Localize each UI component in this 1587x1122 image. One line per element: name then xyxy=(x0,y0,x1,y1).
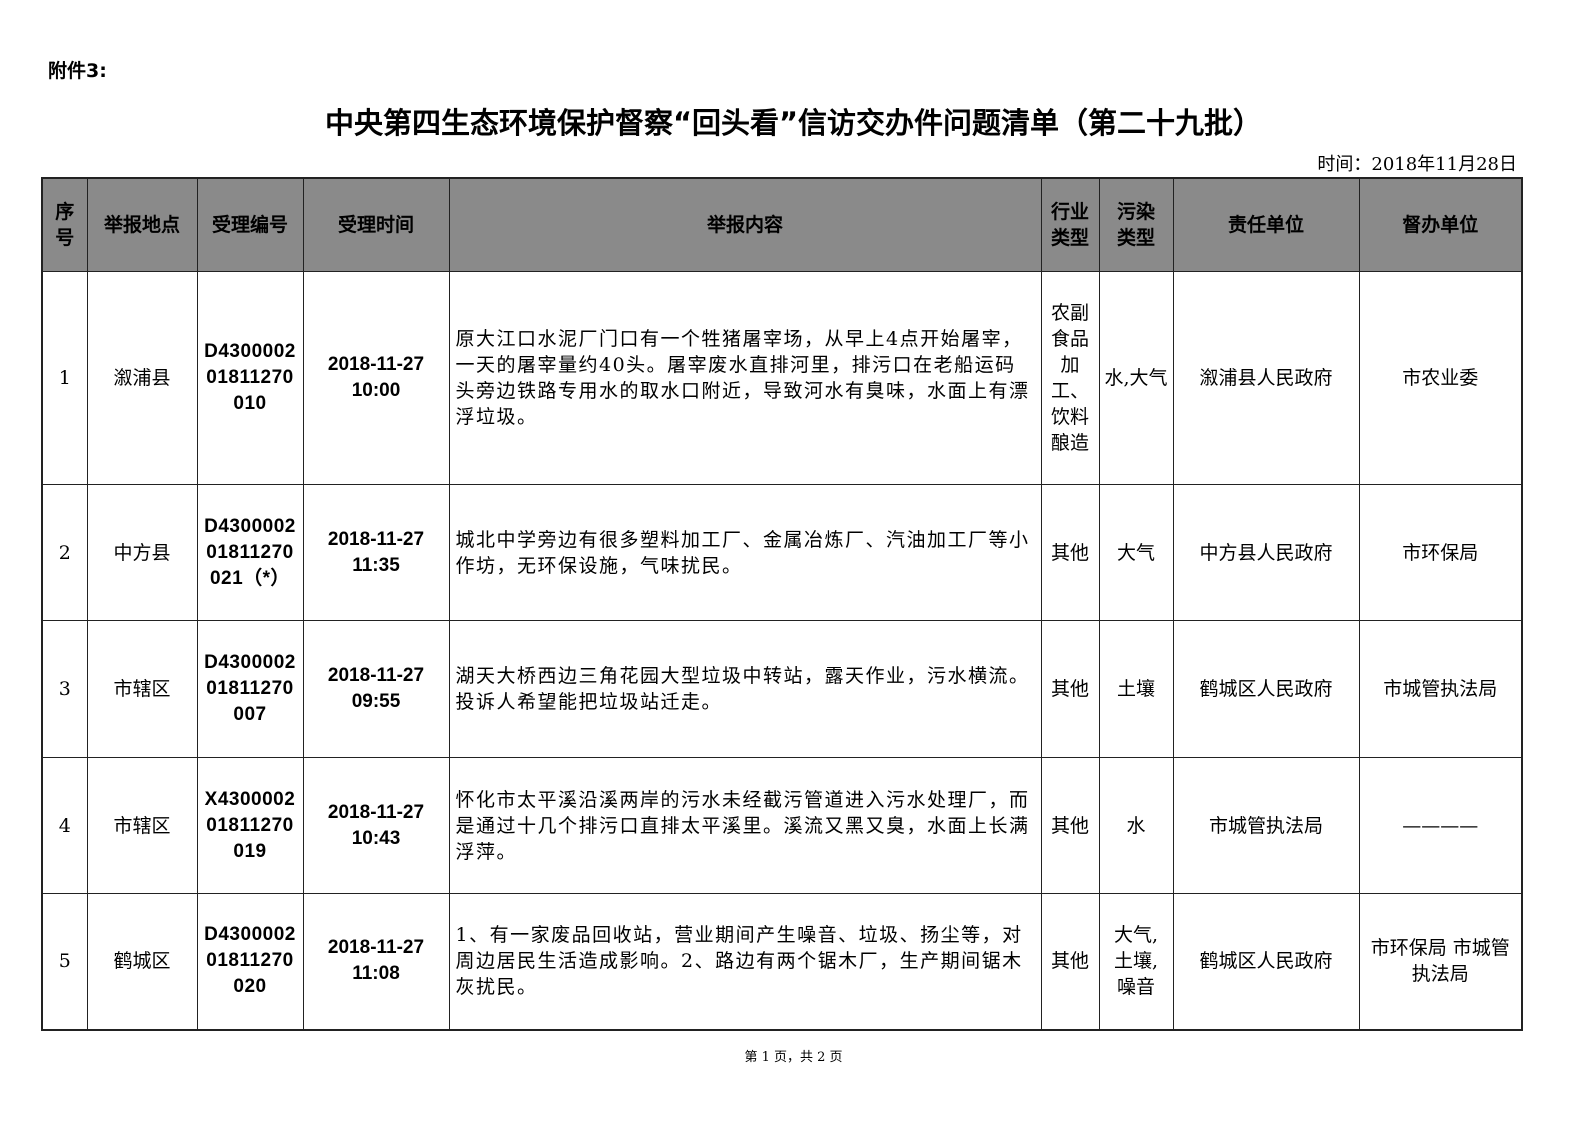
table-header-row: 序号 举报地点 受理编号 受理时间 举报内容 行业类型 污染类型 责任单位 督办… xyxy=(41,177,1523,272)
receive-time: 2018-11-27 09:55 xyxy=(302,620,450,758)
header-location: 举报地点 xyxy=(86,177,198,272)
case-id: D430000201811270021（*） xyxy=(196,484,304,621)
case-id: D430000201811270007 xyxy=(196,620,304,758)
case-id: X430000201811270019 xyxy=(196,757,304,894)
industry-type: 农副食品加工、饮料酿造 xyxy=(1040,271,1100,485)
header-no: 序号 xyxy=(41,177,88,272)
report-location: 市辖区 xyxy=(86,620,198,758)
header-time: 受理时间 xyxy=(302,177,450,272)
pollution-type: 大气 xyxy=(1098,484,1174,621)
pollution-type: 土壤 xyxy=(1098,620,1174,758)
row-number: 4 xyxy=(41,757,88,894)
case-id: D430000201811270010 xyxy=(196,271,304,485)
industry-type: 其他 xyxy=(1040,757,1100,894)
table-row: 5 鹤城区 D430000201811270020 2018-11-27 11:08 1… xyxy=(41,893,1523,1030)
receive-time: 2018-11-27 10:00 xyxy=(302,271,450,485)
pollution-type: 水 xyxy=(1098,757,1174,894)
table-row: 3 市辖区 D430000201811270007 2018-11-27 09:55 湖… xyxy=(41,620,1523,758)
responsible-unit: 中方县人民政府 xyxy=(1172,484,1360,621)
issues-table: 序号 举报地点 受理编号 受理时间 举报内容 行业类型 污染类型 责任单位 督办… xyxy=(41,177,1523,1031)
table-row: 4 市辖区 X430000201811270019 2018-11-27 10:43 怀… xyxy=(41,757,1523,894)
report-content: 原大江口水泥厂门口有一个牲猪屠宰场，从早上4点开始屠宰，一天的屠宰量约40头。屠… xyxy=(448,271,1042,485)
report-location: 鹤城区 xyxy=(86,893,198,1030)
header-pollution: 污染类型 xyxy=(1098,177,1174,272)
row-number: 3 xyxy=(41,620,88,758)
industry-type: 其他 xyxy=(1040,893,1100,1030)
pollution-type: 大气,土壤,噪音 xyxy=(1098,893,1174,1030)
receive-time: 2018-11-27 11:08 xyxy=(302,893,450,1030)
report-location: 溆浦县 xyxy=(86,271,198,485)
attachment-label: 附件3: xyxy=(48,60,107,82)
responsible-unit: 市城管执法局 xyxy=(1172,757,1360,894)
responsible-unit: 溆浦县人民政府 xyxy=(1172,271,1360,485)
header-content: 举报内容 xyxy=(448,177,1042,272)
document-date: 时间：2018年11月28日 xyxy=(1317,154,1517,175)
page-title: 中央第四生态环境保护督察“回头看”信访交办件问题清单（第二十九批） xyxy=(324,106,1263,140)
supervising-unit: 市环保局 市城管执法局 xyxy=(1358,893,1523,1030)
row-number: 5 xyxy=(41,893,88,1030)
supervising-unit: 市环保局 xyxy=(1358,484,1523,621)
pollution-type: 水,大气 xyxy=(1098,271,1174,485)
case-id: D430000201811270020 xyxy=(196,893,304,1030)
responsible-unit: 鹤城区人民政府 xyxy=(1172,620,1360,758)
report-content: 湖天大桥西边三角花园大型垃圾中转站，露天作业，污水横流。投诉人希望能把垃圾站迁走… xyxy=(448,620,1042,758)
report-content: 城北中学旁边有很多塑料加工厂、金属冶炼厂、汽油加工厂等小作坊，无环保设施，气味扰… xyxy=(448,484,1042,621)
header-supervisor: 督办单位 xyxy=(1358,177,1523,272)
receive-time: 2018-11-27 10:43 xyxy=(302,757,450,894)
table-row: 2 中方县 D430000201811270021（*） 2018-11-27 11:… xyxy=(41,484,1523,621)
industry-type: 其他 xyxy=(1040,620,1100,758)
receive-time: 2018-11-27 11:35 xyxy=(302,484,450,621)
table-row: 1 溆浦县 D430000201811270010 2018-11-27 10:00 原… xyxy=(41,271,1523,485)
report-location: 中方县 xyxy=(86,484,198,621)
supervising-unit: ———— xyxy=(1358,757,1523,894)
report-content: 1、有一家废品回收站，营业期间产生噪音、垃圾、扬尘等，对周边居民生活造成影响。2… xyxy=(448,893,1042,1030)
row-number: 1 xyxy=(41,271,88,485)
page-footer: 第 1 页，共 2 页 xyxy=(744,1050,843,1065)
header-industry: 行业类型 xyxy=(1040,177,1100,272)
header-responsible: 责任单位 xyxy=(1172,177,1360,272)
industry-type: 其他 xyxy=(1040,484,1100,621)
report-location: 市辖区 xyxy=(86,757,198,894)
report-content: 怀化市太平溪沿溪两岸的污水未经截污管道进入污水处理厂，而是通过十几个排污口直排太… xyxy=(448,757,1042,894)
row-number: 2 xyxy=(41,484,88,621)
supervising-unit: 市农业委 xyxy=(1358,271,1523,485)
header-id: 受理编号 xyxy=(196,177,304,272)
responsible-unit: 鹤城区人民政府 xyxy=(1172,893,1360,1030)
supervising-unit: 市城管执法局 xyxy=(1358,620,1523,758)
